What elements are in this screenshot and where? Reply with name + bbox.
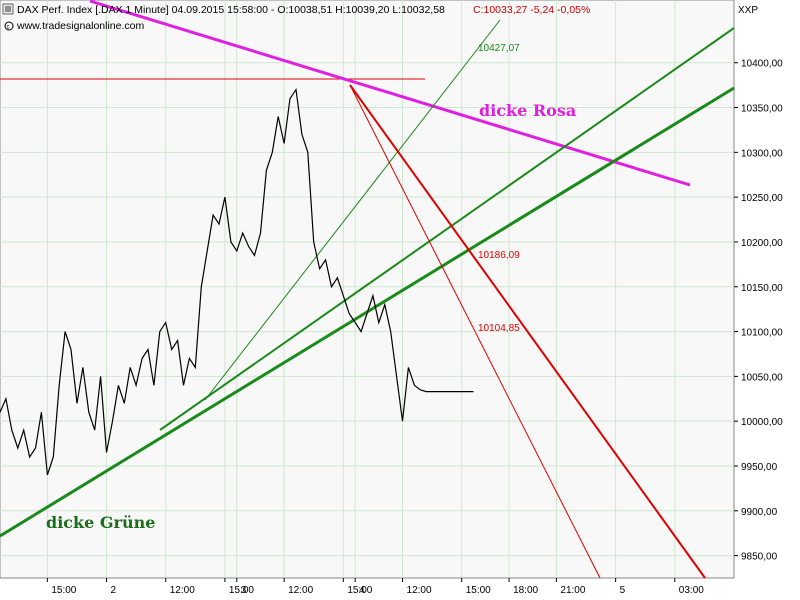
annotation-dicke-gruene: dicke Grüne (46, 513, 155, 532)
y-tick-label-3: 10250,00 (741, 193, 783, 204)
y-tick-label-10: 9900,00 (741, 507, 778, 518)
y-tick-label-11: 9850,00 (741, 552, 778, 563)
x-tick-label-1: 2 (111, 585, 117, 596)
y-tick-label-4: 10200,00 (741, 238, 783, 249)
x-tick-label-4: 3 (241, 585, 247, 596)
y-tick-label-9: 9950,00 (741, 462, 778, 473)
y-tick-label-7: 10050,00 (741, 372, 783, 383)
y-tick-label-8: 10000,00 (741, 417, 783, 428)
level-label-10104: 10104,85 (478, 323, 520, 334)
level-label-10427: 10427,07 (478, 43, 520, 54)
x-tick-label-12: 5 (620, 585, 626, 596)
chart-header-close: C:10033,27 -5,24 -0,05% (473, 4, 590, 16)
annotation-dicke-rosa: dicke Rosa (479, 101, 576, 120)
x-tick-label-10: 18:00 (513, 585, 538, 596)
axis-id-label: XXP (738, 5, 758, 16)
x-tick-label-11: 21:00 (560, 585, 585, 596)
x-tick-label-8: 12:00 (407, 585, 432, 596)
x-tick-label-13: 03:00 (679, 585, 704, 596)
level-label-10186: 10186,09 (478, 250, 520, 261)
y-tick-label-6: 10100,00 (741, 328, 783, 339)
y-tick-label-2: 10300,00 (741, 148, 783, 159)
x-tick-label-5: 12:00 (288, 585, 313, 596)
x-tick-label-0: 15:00 (51, 585, 76, 596)
chart-menu-icon[interactable] (3, 4, 13, 14)
x-tick-label-7: 4 (359, 585, 365, 596)
x-tick-label-2: 12:00 (170, 585, 195, 596)
x-tick-label-9: 15:00 (466, 585, 491, 596)
y-tick-label-5: 10150,00 (741, 283, 783, 294)
chart-header-instrument: DAX Perf. Index [.DAX 1 Minute] 04.09.20… (17, 4, 445, 16)
svg-text:c: c (7, 25, 10, 31)
y-tick-label-0: 10400,00 (741, 59, 783, 70)
source-label: www.tradesignalonline.com (16, 20, 144, 32)
y-tick-label-1: 10350,00 (741, 104, 783, 115)
